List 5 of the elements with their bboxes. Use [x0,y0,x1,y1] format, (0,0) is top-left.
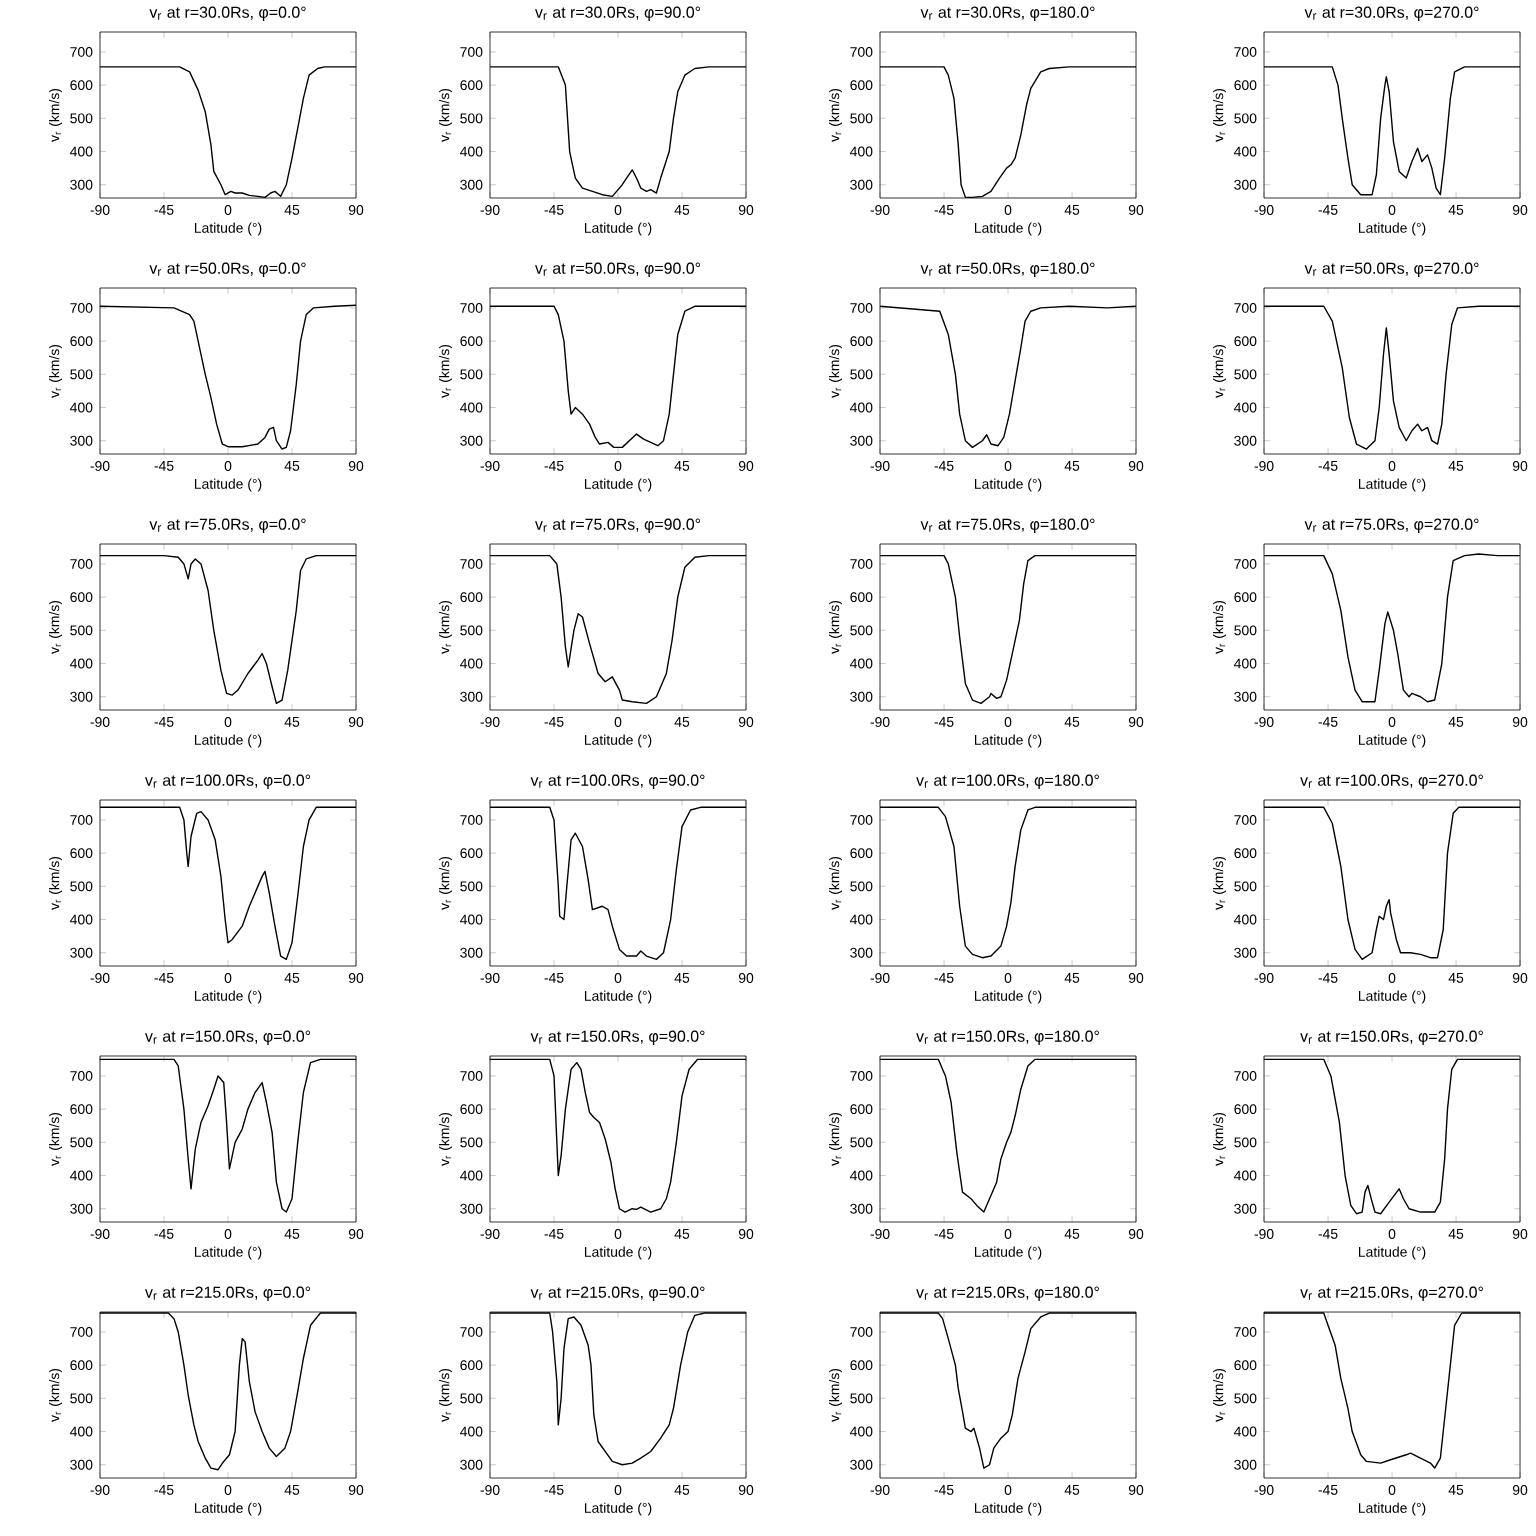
line-series [1264,806,1521,961]
line-series [1264,1058,1521,1215]
line-series [490,806,747,961]
line-series [100,1312,357,1471]
line-series [880,806,1137,959]
